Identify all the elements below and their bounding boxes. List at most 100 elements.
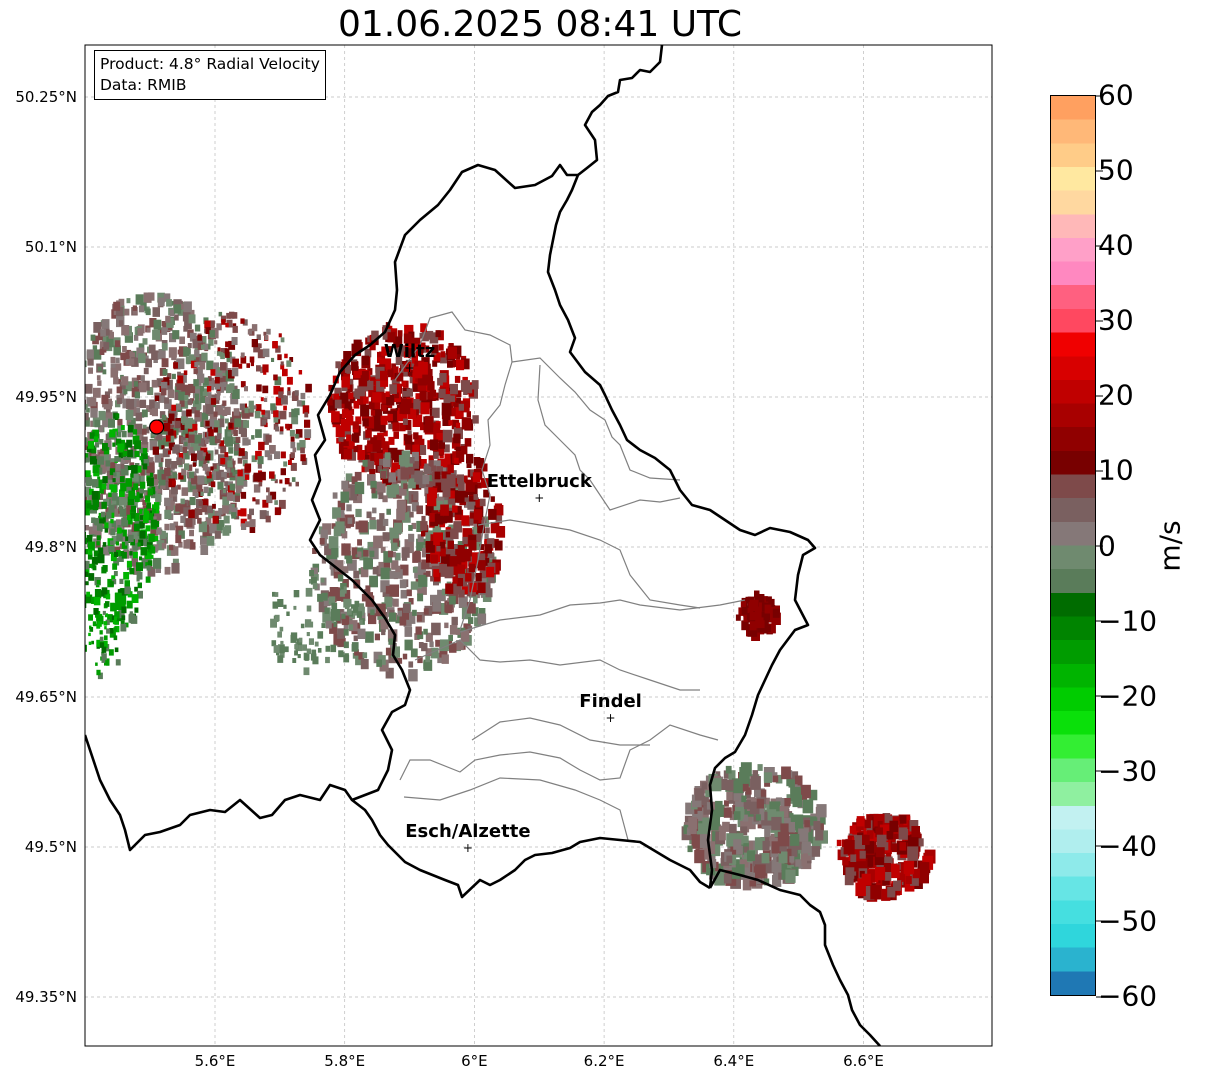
echo-pixel xyxy=(244,463,252,472)
echo-pixel xyxy=(293,605,297,610)
echo-pixel xyxy=(449,398,456,407)
echo-pixel xyxy=(202,499,209,508)
echo-pixel xyxy=(889,864,900,879)
echo-pixel xyxy=(189,332,197,342)
echo-pixel xyxy=(139,456,143,461)
echo-pixel xyxy=(355,521,362,530)
echo-pixel xyxy=(148,292,155,301)
echo-pixel xyxy=(348,392,354,400)
city-label: Ettelbruck xyxy=(487,471,593,492)
echo-pixel xyxy=(357,450,365,460)
echo-pixel xyxy=(691,834,703,849)
echo-pixel xyxy=(106,511,112,519)
echo-pixel xyxy=(229,383,235,390)
echo-pixel xyxy=(85,508,90,516)
echo-pixel xyxy=(788,779,795,788)
echo-pixel xyxy=(169,544,174,551)
echo-pixel xyxy=(206,468,211,474)
echo-pixel xyxy=(253,343,261,353)
echo-pixel xyxy=(447,360,453,368)
echo-pixel xyxy=(469,582,477,593)
echo-pixel xyxy=(273,416,279,423)
echo-pixel xyxy=(771,612,781,625)
echo-pixel xyxy=(347,488,358,501)
echo-pixel xyxy=(463,389,468,395)
echo-pixel xyxy=(129,551,133,556)
echo-pixel xyxy=(239,419,247,430)
echo-pixel xyxy=(266,495,272,503)
echo-pixel xyxy=(458,589,465,598)
echo-pixel xyxy=(128,614,135,623)
echo-pixel xyxy=(305,429,310,434)
echo-pixel xyxy=(189,354,197,364)
echo-pixel xyxy=(90,445,97,454)
echo-pixel xyxy=(762,840,770,851)
echo-pixel xyxy=(471,552,482,565)
lat-tick-label: 49.35°N xyxy=(15,988,77,1006)
echo-pixel xyxy=(311,649,317,656)
echo-pixel xyxy=(423,345,430,353)
echo-pixel xyxy=(875,845,885,858)
echo-pixel xyxy=(389,527,399,540)
echo-pixel xyxy=(220,458,226,465)
echo-pixel xyxy=(842,857,849,866)
echo-pixel xyxy=(366,444,373,452)
echo-pixel xyxy=(259,471,266,481)
echo-pixel xyxy=(256,365,261,372)
echo-pixel xyxy=(444,458,451,468)
echo-pixel xyxy=(330,644,337,653)
echo-pixel xyxy=(253,405,257,410)
echo-pixel xyxy=(408,545,414,554)
echo-pixel xyxy=(425,632,433,642)
echo-pixel xyxy=(191,453,197,461)
echo-pixel xyxy=(363,550,369,557)
echo-pixel xyxy=(121,376,129,386)
echo-pixel xyxy=(816,804,827,818)
echo-pixel xyxy=(142,428,147,435)
echo-pixel xyxy=(706,802,713,810)
echo-pixel xyxy=(210,369,216,376)
echo-pixel xyxy=(75,442,80,449)
echo-pixel xyxy=(63,476,71,486)
echo-pixel xyxy=(193,379,199,387)
echo-pixel xyxy=(171,480,176,486)
echo-pixel xyxy=(269,471,275,479)
echo-pixel xyxy=(119,578,124,584)
echo-pixel xyxy=(193,440,202,451)
echo-pixel xyxy=(275,396,283,406)
echo-pixel xyxy=(225,322,229,328)
echo-pixel xyxy=(334,399,342,409)
echo-pixel xyxy=(752,770,759,778)
echo-pixel xyxy=(341,615,350,626)
echo-pixel xyxy=(105,593,111,600)
echo-pixel xyxy=(495,515,503,524)
echo-pixel xyxy=(132,435,140,445)
echo-pixel xyxy=(136,571,143,580)
echo-pixel xyxy=(420,521,428,531)
echo-pixel xyxy=(110,484,117,493)
echo-pixel xyxy=(445,531,451,538)
echo-pixel xyxy=(72,514,78,522)
echo-pixel xyxy=(234,444,240,451)
echo-pixel xyxy=(249,356,255,363)
echo-pixel xyxy=(310,567,319,578)
echo-pixel xyxy=(294,644,298,649)
echo-pixel xyxy=(291,415,299,425)
echo-pixel xyxy=(145,525,151,532)
echo-pixel xyxy=(101,646,107,653)
echo-pixel xyxy=(121,517,129,527)
echo-pixel xyxy=(186,359,190,365)
echo-pixel xyxy=(92,429,99,439)
echo-pixel xyxy=(369,519,377,530)
echo-pixel xyxy=(382,441,390,451)
echo-pixel xyxy=(425,505,434,516)
echo-pixel xyxy=(183,507,191,517)
echo-pixel xyxy=(273,410,279,418)
echo-pixel xyxy=(365,585,371,592)
echo-pixel xyxy=(354,600,360,607)
echo-pixel xyxy=(279,426,284,432)
lon-tick-label: 5.8°E xyxy=(324,1052,365,1070)
echo-pixel xyxy=(154,402,160,409)
echo-pixel xyxy=(66,460,74,470)
